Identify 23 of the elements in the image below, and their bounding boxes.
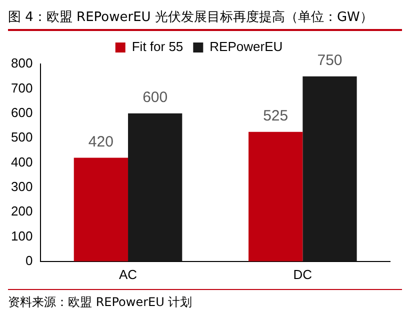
text: 资料来源：欧盟 REPowerEU 计划 <box>8 294 194 311</box>
chart-title: 图 4：欧盟 REPowerEU 光伏发展目标再度提高（单位：GW） <box>8 9 374 27</box>
x-tick-label: AC <box>118 266 138 282</box>
y-tick-label: 700 <box>10 80 33 96</box>
y-tick-label: 200 <box>10 204 33 219</box>
legend-label: Fit for 55 <box>132 39 184 54</box>
bar <box>248 132 303 262</box>
y-tick-label: 100 <box>10 228 33 244</box>
y-tick-label: 500 <box>10 130 33 145</box>
data-label: 750 <box>317 52 342 69</box>
y-tick-label: 600 <box>10 104 33 120</box>
legend-label: REPowerEU <box>210 39 283 54</box>
bar <box>302 76 357 262</box>
y-tick-label: 400 <box>10 154 33 170</box>
y-tick-label: 0 <box>25 252 33 268</box>
x-tick-label: DC <box>293 266 312 282</box>
y-tick-label: 800 <box>10 56 33 71</box>
y-tick-label: 300 <box>10 178 33 194</box>
data-label: 525 <box>263 107 288 124</box>
bar <box>128 113 182 262</box>
data-label: 420 <box>88 133 114 150</box>
data-label: 600 <box>142 88 168 106</box>
bar <box>74 158 128 262</box>
